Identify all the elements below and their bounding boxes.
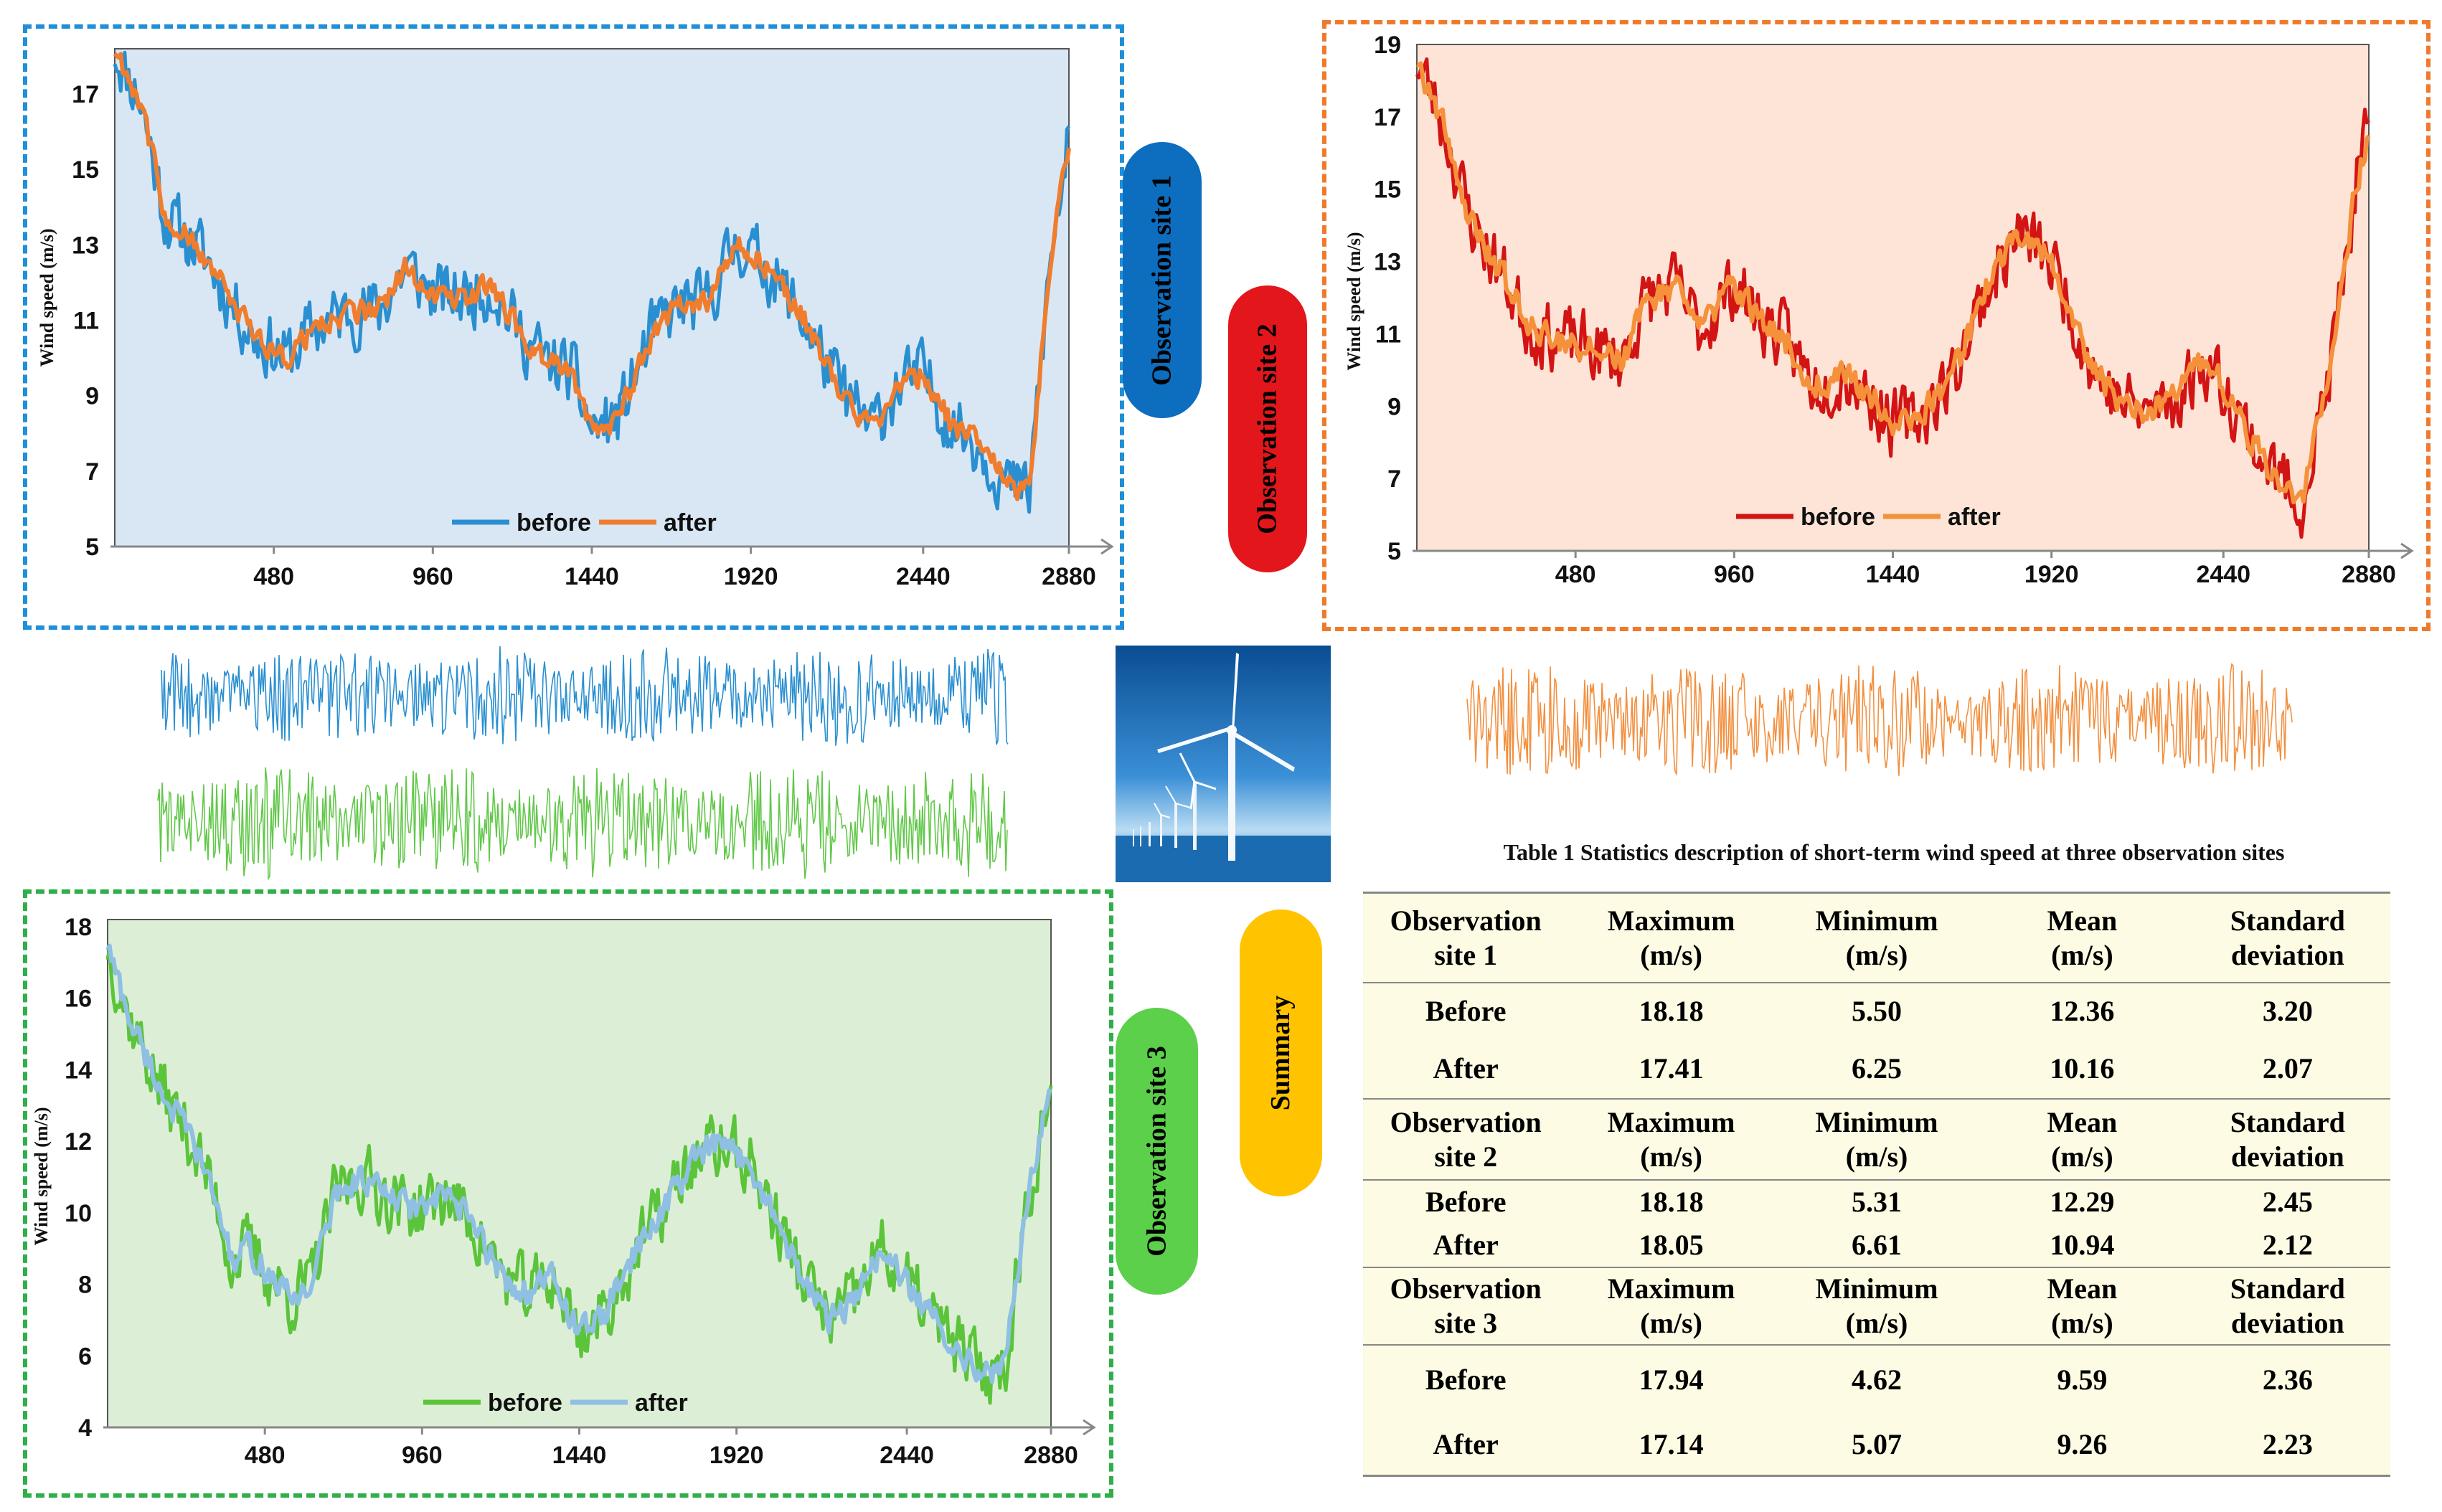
table-column-header: Maximum (m/s) xyxy=(1607,904,1735,971)
table-cell: 3.20 xyxy=(2262,995,2313,1027)
table-row: After 17.41 6.25 10.16 2.07 xyxy=(1363,1039,2390,1098)
wind-turbine-image xyxy=(1116,646,1331,882)
noise-signal-green xyxy=(157,767,1008,881)
table-cell: 17.14 xyxy=(1639,1427,1704,1460)
site2-pill-label: Observation site 2 xyxy=(1253,323,1283,534)
summary-pill: Summary xyxy=(1240,909,1322,1196)
noise-signal-orange xyxy=(1466,663,2293,776)
table-column-header: Mean (m/s) xyxy=(2047,1272,2118,1339)
table-column-header: Standard deviation xyxy=(2230,1105,2345,1173)
table-site-header: Observation site 3 xyxy=(1390,1272,1542,1339)
table-cell: 17.41 xyxy=(1639,1052,1704,1085)
table-cell: 10.94 xyxy=(2050,1229,2115,1261)
table-cell: 18.18 xyxy=(1639,1186,1704,1218)
table-cell: 2.07 xyxy=(2262,1052,2313,1085)
table-cell: 17.94 xyxy=(1639,1363,1704,1396)
statistics-table: Observation site 1 Maximum (m/s) Minimum (… xyxy=(1363,892,2390,1477)
summary-pill-label: Summary xyxy=(1265,995,1296,1111)
site1-pill: Observation site 1 xyxy=(1123,142,1202,418)
table-row-label: Before xyxy=(1425,1186,1507,1218)
table-site-header: Observation site 2 xyxy=(1390,1105,1542,1173)
table-row-label: After xyxy=(1433,1427,1499,1460)
table-row-label: Before xyxy=(1425,995,1507,1027)
table-cell: 6.25 xyxy=(1852,1052,1903,1085)
table-cell: 9.26 xyxy=(2057,1427,2108,1460)
table-row: Before 18.18 5.50 12.36 3.20 xyxy=(1363,983,2390,1039)
table-header-row: Observation site 3 Maximum (m/s) Minimum (… xyxy=(1363,1267,2390,1346)
table-column-header: Minimum (m/s) xyxy=(1815,1105,1938,1173)
table-cell: 5.07 xyxy=(1852,1427,1903,1460)
table-row-label: After xyxy=(1433,1229,1499,1261)
table-cell: 2.36 xyxy=(2262,1363,2313,1396)
table-cell: 9.59 xyxy=(2057,1363,2108,1396)
site2-frame xyxy=(1322,20,2431,631)
table-cell: 12.36 xyxy=(2050,995,2115,1027)
table-cell: 6.61 xyxy=(1852,1229,1903,1261)
table-cell: 18.05 xyxy=(1639,1229,1704,1261)
table-header-row: Observation site 1 Maximum (m/s) Minimum (… xyxy=(1363,894,2390,983)
table-title: Table 1 Statistics description of short-… xyxy=(1503,839,2285,865)
table-column-header: Standard deviation xyxy=(2230,1272,2345,1339)
table-cell: 5.50 xyxy=(1852,995,1903,1027)
table-cell: 2.12 xyxy=(2262,1229,2313,1261)
table-cell: 10.16 xyxy=(2050,1052,2115,1085)
table-cell: 2.23 xyxy=(2262,1427,2313,1460)
table-row: After 18.05 6.61 10.94 2.12 xyxy=(1363,1224,2390,1267)
table-column-header: Maximum (m/s) xyxy=(1607,1272,1735,1339)
table-column-header: Mean (m/s) xyxy=(2047,1105,2118,1173)
table-column-header: Maximum (m/s) xyxy=(1607,1105,1735,1173)
table-cell: 18.18 xyxy=(1639,995,1704,1027)
site3-frame xyxy=(23,889,1113,1498)
table-row-label: After xyxy=(1433,1052,1499,1085)
table-column-header: Minimum (m/s) xyxy=(1815,904,1938,971)
table-cell: 4.62 xyxy=(1852,1363,1903,1396)
site1-frame xyxy=(23,24,1124,630)
table-site-header: Observation site 1 xyxy=(1390,904,1542,971)
table-column-header: Minimum (m/s) xyxy=(1815,1272,1938,1339)
table-cell: 2.45 xyxy=(2262,1186,2313,1218)
site2-pill: Observation site 2 xyxy=(1228,285,1307,572)
table-cell: 5.31 xyxy=(1852,1186,1903,1218)
site3-pill: Observation site 3 xyxy=(1116,1008,1198,1295)
table-row: Before 18.18 5.31 12.29 2.45 xyxy=(1363,1181,2390,1224)
table-column-header: Mean (m/s) xyxy=(2047,904,2118,971)
table-header-row: Observation site 2 Maximum (m/s) Minimum (… xyxy=(1363,1098,2390,1181)
table-cell: 12.29 xyxy=(2050,1186,2115,1218)
site3-pill-label: Observation site 3 xyxy=(1141,1046,1172,1257)
table-row: After 17.14 5.07 9.26 2.23 xyxy=(1363,1414,2390,1475)
table-column-header: Standard deviation xyxy=(2230,904,2345,971)
table-row-label: Before xyxy=(1425,1363,1507,1396)
site1-pill-label: Observation site 1 xyxy=(1147,174,1177,386)
noise-signal-blue xyxy=(161,646,1009,746)
table-row: Before 17.94 4.62 9.59 2.36 xyxy=(1363,1346,2390,1414)
